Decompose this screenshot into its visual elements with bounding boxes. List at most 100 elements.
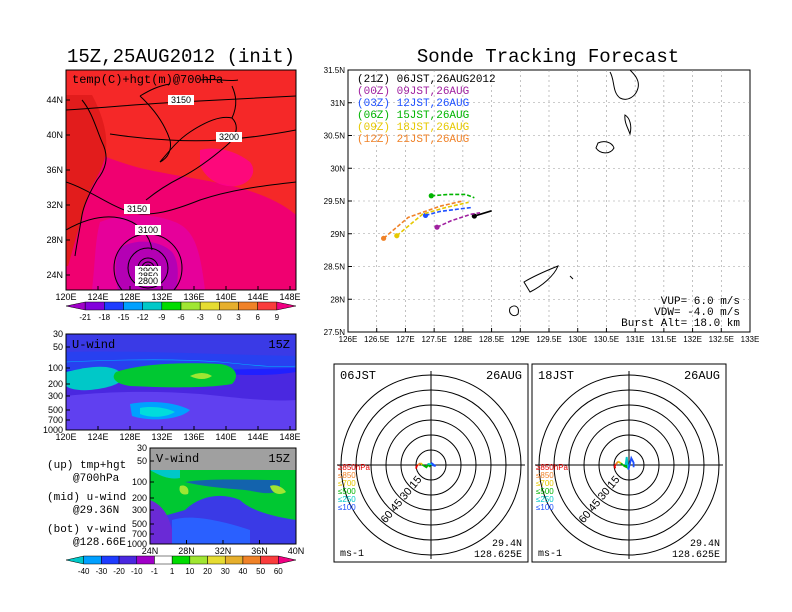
- note-bot-2: @128.66E: [73, 537, 126, 549]
- colorbar-label: -15: [118, 313, 130, 322]
- colorbar-label: -18: [99, 313, 111, 322]
- contour-label: 3200: [219, 132, 239, 142]
- hodograph-segment: [624, 456, 630, 470]
- colorbar-swatch: [65, 301, 86, 311]
- sonde-track: [383, 200, 464, 239]
- tracking-x-tick-label: 127.5E: [421, 335, 446, 344]
- pressure-legend-entry: ≤700: [536, 479, 554, 488]
- colorbar-swatch: [180, 301, 201, 311]
- tracking-y-tick-label: 30.5N: [324, 132, 346, 141]
- v-wind-y-tick-label: 1000: [127, 539, 147, 549]
- u-wind-x-tick-label: 124E: [87, 432, 108, 442]
- colorbar-label: -21: [79, 313, 91, 322]
- v-wind-y-tick-label: 500: [132, 519, 147, 529]
- colorbar-label: -30: [96, 567, 108, 576]
- tracking-y-tick-label: 29.5N: [324, 197, 346, 206]
- tracking-y-tick-label: 29N: [330, 230, 345, 239]
- tracking-y-tick-label: 28N: [330, 295, 345, 304]
- sonde-track: [436, 211, 481, 228]
- sonde-landing-point: [471, 213, 477, 219]
- hodograph-18jst: 18JST 26AUG15304560≥850hPa≤850≤700≤500≤25…: [531, 363, 727, 563]
- pressure-legend-entry: ≥850hPa: [536, 463, 569, 472]
- colorbar-label: 3: [236, 313, 241, 322]
- map-y-tick-label: 28N: [46, 235, 63, 245]
- colorbar-label: -1: [151, 567, 159, 576]
- hodograph-units: ms-1: [340, 549, 364, 560]
- u-wind-x-tick-label: 144E: [247, 432, 268, 442]
- tracking-annotation: VDW= -4.0 m/s: [654, 307, 740, 319]
- tracking-x-tick-label: 132.5E: [709, 335, 734, 344]
- contour-label: 3150: [171, 95, 191, 105]
- contour-label-bg: [168, 95, 194, 105]
- u-wind-y-tick-label: 300: [48, 391, 63, 401]
- map-x-tick-label: 120E: [55, 292, 76, 302]
- hodograph-time: 06JST: [340, 369, 376, 383]
- map-y-tick-label: 36N: [46, 165, 63, 175]
- colorbar-swatch: [171, 555, 191, 565]
- u-wind-x-tick-label: 148E: [279, 432, 300, 442]
- sonde-landing-point: [394, 233, 400, 239]
- sonde-landing-point: [428, 193, 434, 199]
- u-wind-x-tick-label: 120E: [55, 432, 76, 442]
- colorbar-label: -9: [158, 313, 166, 322]
- tracking-legend-entry: (09Z) 18JST,26AUG: [357, 122, 469, 134]
- colorbar-swatch: [189, 555, 208, 565]
- pressure-legend-entry: ≤100: [536, 503, 554, 512]
- colorbar-label: -20: [113, 567, 125, 576]
- tracking-y-tick-label: 27.5N: [324, 328, 346, 337]
- u-wind-y-tick-label: 100: [48, 363, 63, 373]
- map-x-tick-label: 144E: [247, 292, 268, 302]
- colorbar-swatch: [154, 555, 173, 565]
- colorbar-swatch: [83, 555, 102, 565]
- tracking-annotation: Burst Alt= 18.0 km: [621, 318, 740, 330]
- u-wind-y-tick-label: 1000: [43, 425, 63, 435]
- v-wind-label: V-wind: [156, 452, 199, 466]
- colorbar-label: 1: [170, 567, 175, 576]
- v-wind-time: 15Z: [268, 452, 290, 466]
- pressure-legend-entry: ≥850hPa: [338, 463, 371, 472]
- tracking-x-tick-label: 127E: [396, 335, 415, 344]
- v-wind-y-tick-label: 50: [137, 456, 147, 466]
- tracking-legend-entry: (03Z) 12JST,26AUG: [357, 98, 469, 110]
- map-y-tick-label: 24N: [46, 270, 63, 280]
- u-wind-y-tick-label: 50: [53, 342, 63, 352]
- note-mid-2: @29.36N: [73, 505, 119, 517]
- v-wind-y-tick-label: 100: [132, 477, 147, 487]
- colorbar-swatch: [260, 555, 279, 565]
- map-x-tick-label: 148E: [279, 292, 300, 302]
- colorbar-swatch: [142, 301, 163, 311]
- pressure-legend-entry: ≤850: [338, 471, 356, 480]
- tracking-legend-entry: (12Z) 21JST,26AUG: [357, 134, 469, 146]
- v-wind-x-tick-label: 24N: [142, 546, 159, 556]
- hodograph-date: 26AUG: [684, 369, 720, 383]
- contour-label-bg: [124, 204, 150, 214]
- tracking-x-tick-label: 129.5E: [536, 335, 561, 344]
- hodograph-date: 26AUG: [486, 369, 522, 383]
- tracking-y-tick-label: 31.5N: [324, 66, 346, 75]
- pressure-legend-entry: ≤500: [536, 487, 554, 496]
- tracking-annotation: VUP= 6.0 m/s: [661, 296, 740, 308]
- sonde-landing-point: [434, 224, 440, 230]
- colorbar-swatch: [199, 301, 220, 311]
- map-x-tick-label: 128E: [119, 292, 140, 302]
- hodograph-lon: 128.625E: [672, 550, 720, 561]
- colorbar-swatch: [219, 301, 239, 311]
- u-wind-x-tick-label: 136E: [183, 432, 204, 442]
- colorbar-swatch: [104, 301, 124, 311]
- colorbar-swatch: [242, 555, 261, 565]
- colorbar-label: 0: [217, 313, 222, 322]
- colorbar-swatch: [101, 555, 120, 565]
- map-title: 15Z,25AUG2012 (init): [67, 46, 295, 68]
- pressure-legend-entry: ≤100: [338, 503, 356, 512]
- contour-label-bg: [216, 132, 242, 142]
- tracking-y-tick-label: 30N: [330, 164, 345, 173]
- sonde-landing-point: [381, 235, 387, 241]
- v-wind-x-tick-label: 32N: [215, 546, 232, 556]
- sonde-track: [396, 201, 469, 237]
- colorbar-swatch: [257, 301, 278, 311]
- v-wind-y-tick-label: 700: [132, 529, 147, 539]
- colorbar-swatch: [84, 301, 105, 311]
- note-up: (up) tmp+hgt: [47, 460, 126, 472]
